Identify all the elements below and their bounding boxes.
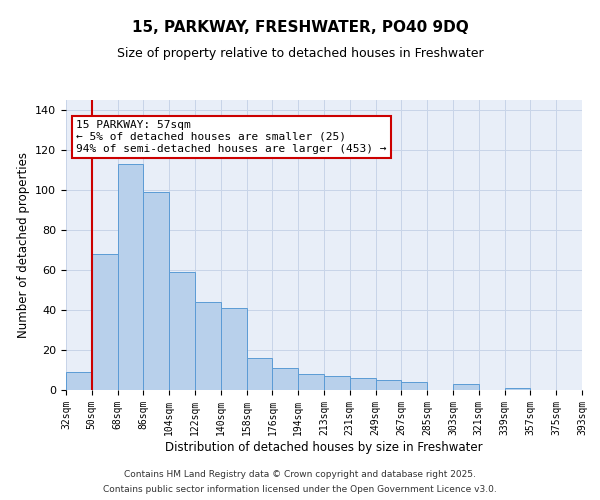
Bar <box>376 380 401 390</box>
Bar <box>505 388 530 390</box>
Text: 15, PARKWAY, FRESHWATER, PO40 9DQ: 15, PARKWAY, FRESHWATER, PO40 9DQ <box>131 20 469 35</box>
Text: Contains public sector information licensed under the Open Government Licence v3: Contains public sector information licen… <box>103 485 497 494</box>
Text: Contains HM Land Registry data © Crown copyright and database right 2025.: Contains HM Land Registry data © Crown c… <box>124 470 476 479</box>
Bar <box>118 164 143 390</box>
Bar <box>350 378 376 390</box>
Y-axis label: Number of detached properties: Number of detached properties <box>17 152 29 338</box>
Bar <box>169 272 195 390</box>
Bar <box>92 254 118 390</box>
Bar <box>401 382 427 390</box>
X-axis label: Distribution of detached houses by size in Freshwater: Distribution of detached houses by size … <box>165 440 483 454</box>
Bar <box>324 376 350 390</box>
Bar <box>221 308 247 390</box>
Bar <box>247 358 272 390</box>
Bar <box>66 372 92 390</box>
Text: 15 PARKWAY: 57sqm
← 5% of detached houses are smaller (25)
94% of semi-detached : 15 PARKWAY: 57sqm ← 5% of detached house… <box>76 120 387 154</box>
Bar <box>143 192 169 390</box>
Bar <box>272 368 298 390</box>
Text: Size of property relative to detached houses in Freshwater: Size of property relative to detached ho… <box>116 48 484 60</box>
Bar <box>298 374 324 390</box>
Bar <box>453 384 479 390</box>
Bar <box>195 302 221 390</box>
